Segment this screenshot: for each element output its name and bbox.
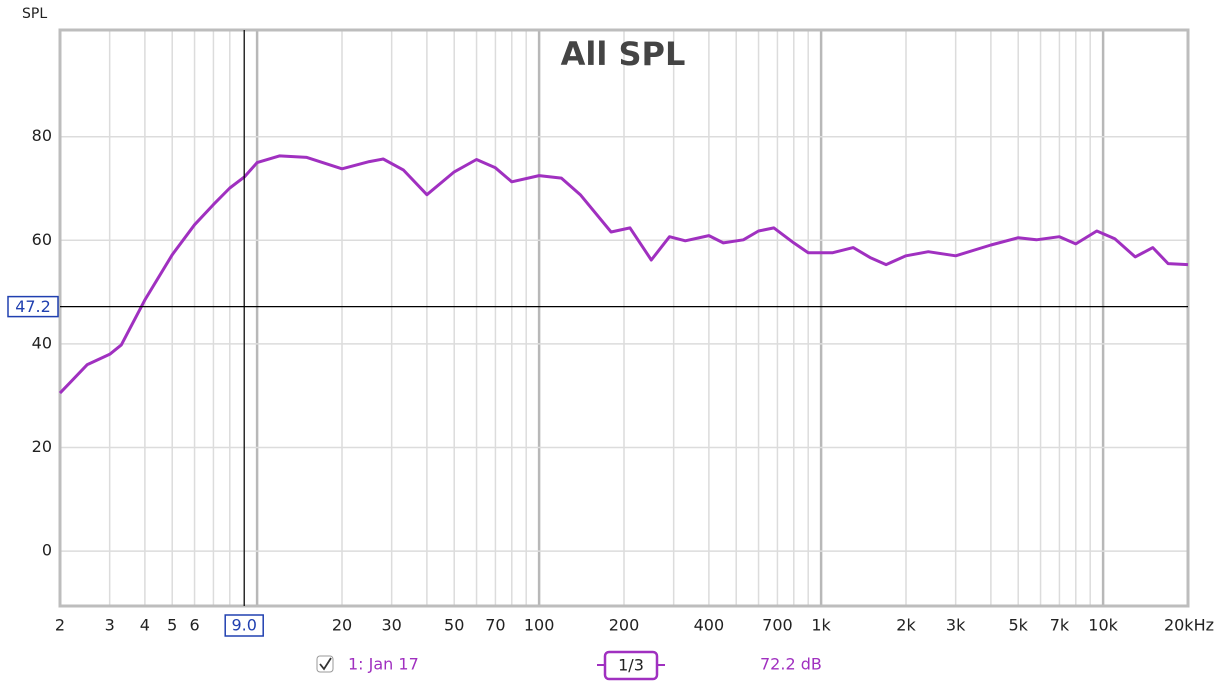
y-tick-label: 80 <box>32 126 52 145</box>
cursor-y-box <box>7 295 59 318</box>
x-tick-label: 70 <box>485 616 505 635</box>
x-tick-label: 4 <box>140 616 150 635</box>
x-tick-label: 20kHz <box>1164 616 1214 635</box>
cursor-x-box <box>224 614 264 637</box>
x-tick-label: 3k <box>946 616 966 635</box>
legend-check <box>319 657 332 671</box>
x-tick-label: 100 <box>524 616 555 635</box>
x-tick-label: 200 <box>609 616 640 635</box>
y-tick-label: 40 <box>32 333 52 352</box>
y-tick-label: 60 <box>32 230 52 249</box>
x-tick-label: 700 <box>762 616 793 635</box>
x-tick-label: 5k <box>1008 616 1028 635</box>
x-tick-label: 30 <box>381 616 401 635</box>
y-tick-label: 20 <box>32 437 52 456</box>
x-tick-label: 20 <box>332 616 352 635</box>
x-tick-label: 3 <box>105 616 115 635</box>
x-tick-label: 5 <box>167 616 177 635</box>
cursor-x-label: 9.0 <box>231 616 256 635</box>
x-tick-label: 7k <box>1050 616 1070 635</box>
plot-border <box>58 28 1190 608</box>
legend-label: 1: Jan 17 <box>348 655 419 674</box>
x-tick-label: 6 <box>189 616 199 635</box>
x-tick-label: 10k <box>1088 616 1118 635</box>
cursor-y-label: 47.2 <box>15 297 51 316</box>
x-tick-label: 1k <box>811 616 831 635</box>
smoothing-box <box>603 650 659 681</box>
x-tick-label: 2 <box>55 616 65 635</box>
cursor-readout: 72.2 dB <box>760 655 822 674</box>
y-axis-label: SPL <box>22 6 47 22</box>
y-tick-label: 0 <box>42 541 52 560</box>
x-tick-label: 50 <box>444 616 464 635</box>
smoothing-label: 1/3 <box>618 656 644 675</box>
chart-title: All SPL <box>561 35 686 73</box>
x-tick-label: 400 <box>694 616 725 635</box>
x-tick-label: 2k <box>896 616 916 635</box>
